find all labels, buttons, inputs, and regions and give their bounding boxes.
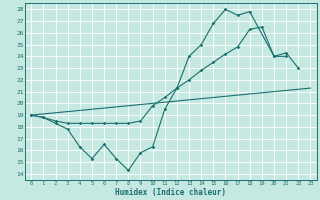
X-axis label: Humidex (Indice chaleur): Humidex (Indice chaleur): [115, 188, 226, 197]
